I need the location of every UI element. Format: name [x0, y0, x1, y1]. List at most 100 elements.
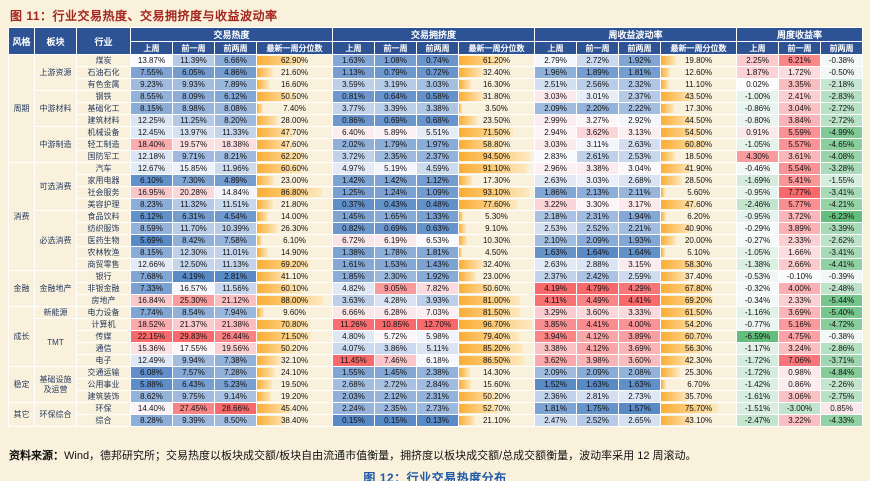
percentile-value: 47.70% — [280, 128, 309, 137]
percentile-value: 67.80% — [684, 284, 713, 293]
crowd-percentile-cell: 23.50% — [458, 114, 536, 127]
crowd-value-cell: 0.81% — [332, 90, 376, 103]
heat-value-cell: 16.57% — [172, 282, 215, 295]
heat-value-cell: 18.52% — [130, 318, 173, 331]
percentile-bar — [257, 116, 278, 125]
ret-value-cell: -0.95% — [736, 186, 780, 199]
percentile-bar — [661, 416, 694, 425]
vol-value-cell: 3.85% — [534, 318, 578, 331]
table-row: 综合 8.28% 9.39% 8.50% 38.40% 0.15% 0.15% 0.13% 21… — [9, 414, 864, 427]
percentile-value: 32.40% — [482, 260, 511, 269]
percentile-value: 88.00% — [280, 296, 309, 305]
sub-header: 上周 — [736, 41, 780, 55]
industry-cell: 交通运输 — [76, 366, 131, 379]
percentile-bar — [661, 236, 677, 245]
ret-value-cell: 0.02% — [736, 78, 780, 91]
crowd-percentile-cell: 4.50% — [458, 246, 536, 259]
crowd-value-cell: 2.38% — [416, 366, 460, 379]
crowd-value-cell: 5.19% — [374, 162, 418, 175]
percentile-value: 28.50% — [684, 176, 713, 185]
percentile-value: 14.00% — [280, 212, 309, 221]
sub-header: 前两周 — [416, 41, 460, 55]
percentile-value: 91.10% — [482, 164, 511, 173]
ret-value-cell: 2.41% — [778, 90, 822, 103]
vol-value-cell: 2.10% — [534, 234, 578, 247]
percentile-bar — [459, 92, 483, 101]
percentile-value: 5.10% — [687, 248, 710, 257]
vol-value-cell: 2.37% — [534, 270, 578, 283]
heat-value-cell: 7.68% — [130, 270, 173, 283]
vol-value-cell: 2.36% — [534, 390, 578, 403]
crowd-value-cell: 6.53% — [416, 234, 460, 247]
vol-value-cell: 3.03% — [534, 90, 578, 103]
percentile-bar — [661, 380, 667, 389]
percentile-value: 58.80% — [482, 140, 511, 149]
vol-value-cell: 4.41% — [576, 318, 620, 331]
vol-value-cell: 2.65% — [618, 414, 662, 427]
ret-value-cell: 2.66% — [778, 258, 822, 271]
percentile-bar — [459, 236, 467, 245]
crowd-percentile-cell: 50.20% — [458, 390, 536, 403]
heat-value-cell: 11.25% — [172, 114, 215, 127]
heat-value-cell: 13.87% — [130, 54, 173, 67]
heat-percentile-cell: 14.90% — [255, 246, 334, 259]
ret-value-cell: -2.72% — [820, 114, 864, 127]
crowd-value-cell: 3.63% — [332, 294, 376, 307]
percentile-bar — [661, 404, 718, 413]
ret-value-cell: 3.84% — [778, 114, 822, 127]
percentile-value: 50.20% — [482, 392, 511, 401]
group-header: 周收益波动率 — [534, 27, 738, 42]
ret-value-cell: -4.72% — [820, 318, 864, 331]
ret-value-cell: 5.59% — [778, 126, 822, 139]
percentile-value: 85.20% — [482, 344, 511, 353]
heat-percentile-cell: 23.00% — [255, 174, 334, 187]
percentile-bar — [459, 308, 521, 317]
vol-value-cell: 2.52% — [576, 222, 620, 235]
heat-percentile-cell: 16.60% — [255, 78, 334, 91]
ret-value-cell: -6.59% — [736, 330, 780, 343]
percentile-bar — [661, 272, 690, 281]
vol-percentile-cell: 17.30% — [660, 102, 738, 115]
percentile-bar — [257, 356, 282, 365]
percentile-bar — [257, 284, 303, 293]
crowd-percentile-cell: 81.00% — [458, 294, 536, 307]
vol-value-cell: 3.89% — [618, 330, 662, 343]
heat-value-cell: 5.88% — [130, 378, 173, 391]
heat-value-cell: 26.44% — [214, 330, 257, 343]
percentile-bar — [257, 212, 268, 221]
industry-cell: 电子 — [76, 354, 131, 367]
heat-value-cell: 8.20% — [214, 114, 257, 127]
heat-value-cell: 14.84% — [214, 186, 257, 199]
heat-value-cell: 8.50% — [214, 414, 257, 427]
vol-value-cell: 2.94% — [534, 126, 578, 139]
vol-percentile-cell: 61.50% — [660, 306, 738, 319]
table-row: 医药生物 5.69% 8.42% 7.58% 6.10% 6.72% 6.19% 6.53% 1… — [9, 234, 864, 247]
vol-value-cell: 1.81% — [618, 66, 662, 79]
industry-cell: 纺织服饰 — [76, 222, 131, 235]
vol-value-cell: 3.62% — [534, 354, 578, 367]
ret-value-cell: -2.83% — [820, 90, 864, 103]
ret-value-cell: 3.22% — [778, 414, 822, 427]
percentile-bar — [661, 140, 707, 149]
industry-cell: 建筑材料 — [76, 114, 131, 127]
crowd-percentile-cell: 79.40% — [458, 330, 536, 343]
corner-header-0: 风格 — [8, 27, 35, 55]
style-cell: 周期 — [8, 54, 35, 163]
industry-cell: 综合 — [76, 414, 131, 427]
vol-percentile-cell: 40.90% — [660, 222, 738, 235]
crowd-value-cell: 0.69% — [374, 114, 418, 127]
table-row: 公用事业 5.88% 6.43% 5.23% 19.50% 2.68% 2.72% 2.84%… — [9, 378, 864, 391]
percentile-value: 47.60% — [280, 140, 309, 149]
heat-value-cell: 28.66% — [214, 402, 257, 415]
percentile-bar — [661, 296, 713, 305]
heat-value-cell: 12.30% — [172, 246, 215, 259]
percentile-value: 11.10% — [685, 80, 712, 89]
heat-value-cell: 7.58% — [214, 234, 257, 247]
vol-value-cell: 2.88% — [576, 258, 620, 271]
vol-percentile-cell: 42.30% — [660, 354, 738, 367]
percentile-value: 17.30% — [482, 176, 511, 185]
sector-cell: 中游材料 — [34, 90, 77, 127]
heat-value-cell: 9.94% — [172, 354, 215, 367]
crowd-percentile-cell: 31.80% — [458, 90, 536, 103]
vol-percentile-cell: 44.50% — [660, 114, 738, 127]
